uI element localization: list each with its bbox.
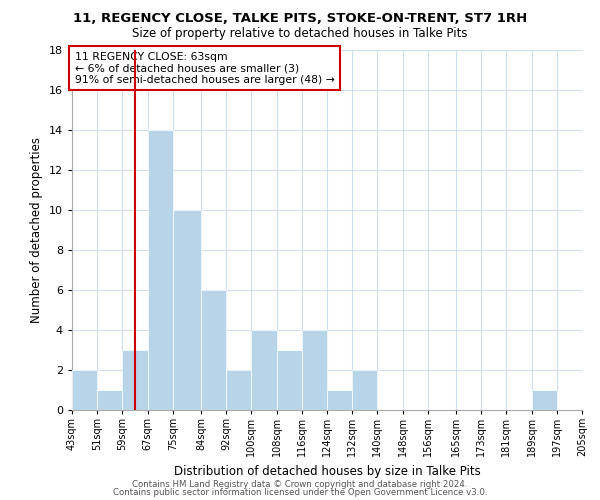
Bar	[277, 350, 302, 410]
Bar	[532, 390, 557, 410]
Text: Contains public sector information licensed under the Open Government Licence v3: Contains public sector information licen…	[113, 488, 487, 497]
Bar	[226, 370, 251, 410]
Bar	[72, 370, 97, 410]
Text: Size of property relative to detached houses in Talke Pits: Size of property relative to detached ho…	[132, 28, 468, 40]
Bar	[97, 390, 122, 410]
Bar	[201, 290, 226, 410]
X-axis label: Distribution of detached houses by size in Talke Pits: Distribution of detached houses by size …	[173, 464, 481, 477]
Text: 11 REGENCY CLOSE: 63sqm
← 6% of detached houses are smaller (3)
91% of semi-deta: 11 REGENCY CLOSE: 63sqm ← 6% of detached…	[74, 52, 334, 85]
Y-axis label: Number of detached properties: Number of detached properties	[30, 137, 43, 323]
Bar	[122, 350, 148, 410]
Bar	[173, 210, 201, 410]
Bar	[327, 390, 352, 410]
Bar	[251, 330, 277, 410]
Text: 11, REGENCY CLOSE, TALKE PITS, STOKE-ON-TRENT, ST7 1RH: 11, REGENCY CLOSE, TALKE PITS, STOKE-ON-…	[73, 12, 527, 26]
Bar	[148, 130, 173, 410]
Bar	[352, 370, 377, 410]
Bar	[302, 330, 327, 410]
Text: Contains HM Land Registry data © Crown copyright and database right 2024.: Contains HM Land Registry data © Crown c…	[132, 480, 468, 489]
